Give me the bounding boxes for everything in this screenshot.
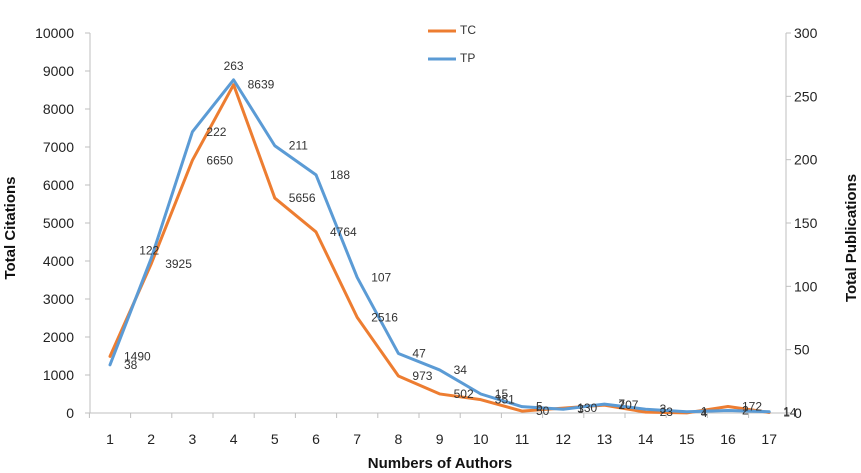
series-line-tc xyxy=(108,83,771,415)
x-tick-label: 17 xyxy=(761,431,777,447)
data-label-tc: 172 xyxy=(742,399,762,413)
y-left-tick-label: 9000 xyxy=(43,63,74,79)
y-left-tick-label: 7000 xyxy=(43,139,74,155)
y-axis-right-title: Total Publications xyxy=(843,174,860,302)
y-right-tick-label: 300 xyxy=(794,25,818,41)
y-right-tick-label: 200 xyxy=(794,152,818,168)
legend-label-tp: TP xyxy=(460,51,475,65)
data-label-tp: 47 xyxy=(412,346,426,360)
y-right-tick-label: 250 xyxy=(794,88,818,104)
y-left-tick-label: 0 xyxy=(66,405,74,421)
data-label-tc: 973 xyxy=(412,369,432,383)
data-label-tc: 23 xyxy=(660,405,674,419)
y-axis-left-title: Total Citations xyxy=(2,176,19,279)
data-label-tp: 15 xyxy=(495,387,509,401)
legend-label-tc: TC xyxy=(460,23,476,37)
data-label-tp: 2 xyxy=(742,403,749,417)
data-label-tp: 222 xyxy=(206,125,226,139)
y-left-tick-label: 5000 xyxy=(43,215,74,231)
y-right-tick-label: 50 xyxy=(794,342,810,358)
data-label-tc: 502 xyxy=(454,387,474,401)
x-tick-label: 1 xyxy=(106,431,114,447)
data-label-tp: 188 xyxy=(330,168,350,182)
y-left-tick-label: 4000 xyxy=(43,253,74,269)
data-label-tp: 122 xyxy=(139,243,159,257)
y-left-tick-label: 10000 xyxy=(35,25,74,41)
data-label-tp: 1 xyxy=(783,405,790,419)
y-left-tick-label: 3000 xyxy=(43,291,74,307)
data-label-tp: 34 xyxy=(454,363,468,377)
data-label-tp: 38 xyxy=(124,358,138,372)
data-label-tc: 3925 xyxy=(165,257,192,271)
x-tick-label: 14 xyxy=(638,431,654,447)
y-left-tick-label: 8000 xyxy=(43,101,74,117)
y-right-tick-label: 150 xyxy=(794,215,818,231)
data-label-tp: 263 xyxy=(224,59,244,73)
x-tick-label: 11 xyxy=(515,431,530,447)
y-right-tick-label: 0 xyxy=(794,405,802,421)
data-label-tc: 50 xyxy=(536,404,550,418)
x-tick-label: 10 xyxy=(473,431,489,447)
x-tick-label: 6 xyxy=(312,431,320,447)
y-left-tick-label: 2000 xyxy=(43,329,74,345)
data-label-tc: 8639 xyxy=(248,78,275,92)
series-line-tp xyxy=(108,78,771,414)
data-label-tc: 351 xyxy=(495,393,515,407)
x-tick-label: 15 xyxy=(679,431,695,447)
x-axis-title: Numbers of Authors xyxy=(368,455,512,472)
data-label-tp: 211 xyxy=(289,139,308,153)
data-label-tc: 5656 xyxy=(289,191,316,205)
y-right-tick-label: 100 xyxy=(794,278,818,294)
data-label-tc: 4 xyxy=(701,406,708,420)
x-tick-label: 13 xyxy=(597,431,613,447)
data-label-tc: 1490 xyxy=(124,349,151,363)
data-label-tc: 207 xyxy=(618,398,638,412)
x-tick-label: 5 xyxy=(271,431,279,447)
data-label-tp: 3 xyxy=(577,402,584,416)
data-label-tp: 1 xyxy=(701,405,708,419)
data-label-tc: 14 xyxy=(783,405,797,419)
x-tick-label: 7 xyxy=(353,431,361,447)
x-tick-label: 3 xyxy=(189,431,197,447)
y-left-tick-label: 6000 xyxy=(43,177,74,193)
x-tick-label: 9 xyxy=(436,431,444,447)
x-tick-label: 12 xyxy=(555,431,571,447)
data-label-tc: 130 xyxy=(577,401,597,415)
y-left-tick-label: 1000 xyxy=(43,367,74,383)
x-tick-label: 16 xyxy=(720,431,736,447)
data-label-tc: 6650 xyxy=(206,153,233,167)
data-label-tc: 2516 xyxy=(371,310,398,324)
data-label-tp: 7 xyxy=(618,397,625,411)
data-label-tc: 4764 xyxy=(330,225,357,239)
x-tick-label: 2 xyxy=(147,431,155,447)
x-tick-label: 4 xyxy=(230,431,238,447)
x-tick-label: 8 xyxy=(395,431,403,447)
data-label-tp: 107 xyxy=(371,270,391,284)
data-label-tp: 5 xyxy=(536,400,543,414)
data-label-tp: 3 xyxy=(660,402,667,416)
